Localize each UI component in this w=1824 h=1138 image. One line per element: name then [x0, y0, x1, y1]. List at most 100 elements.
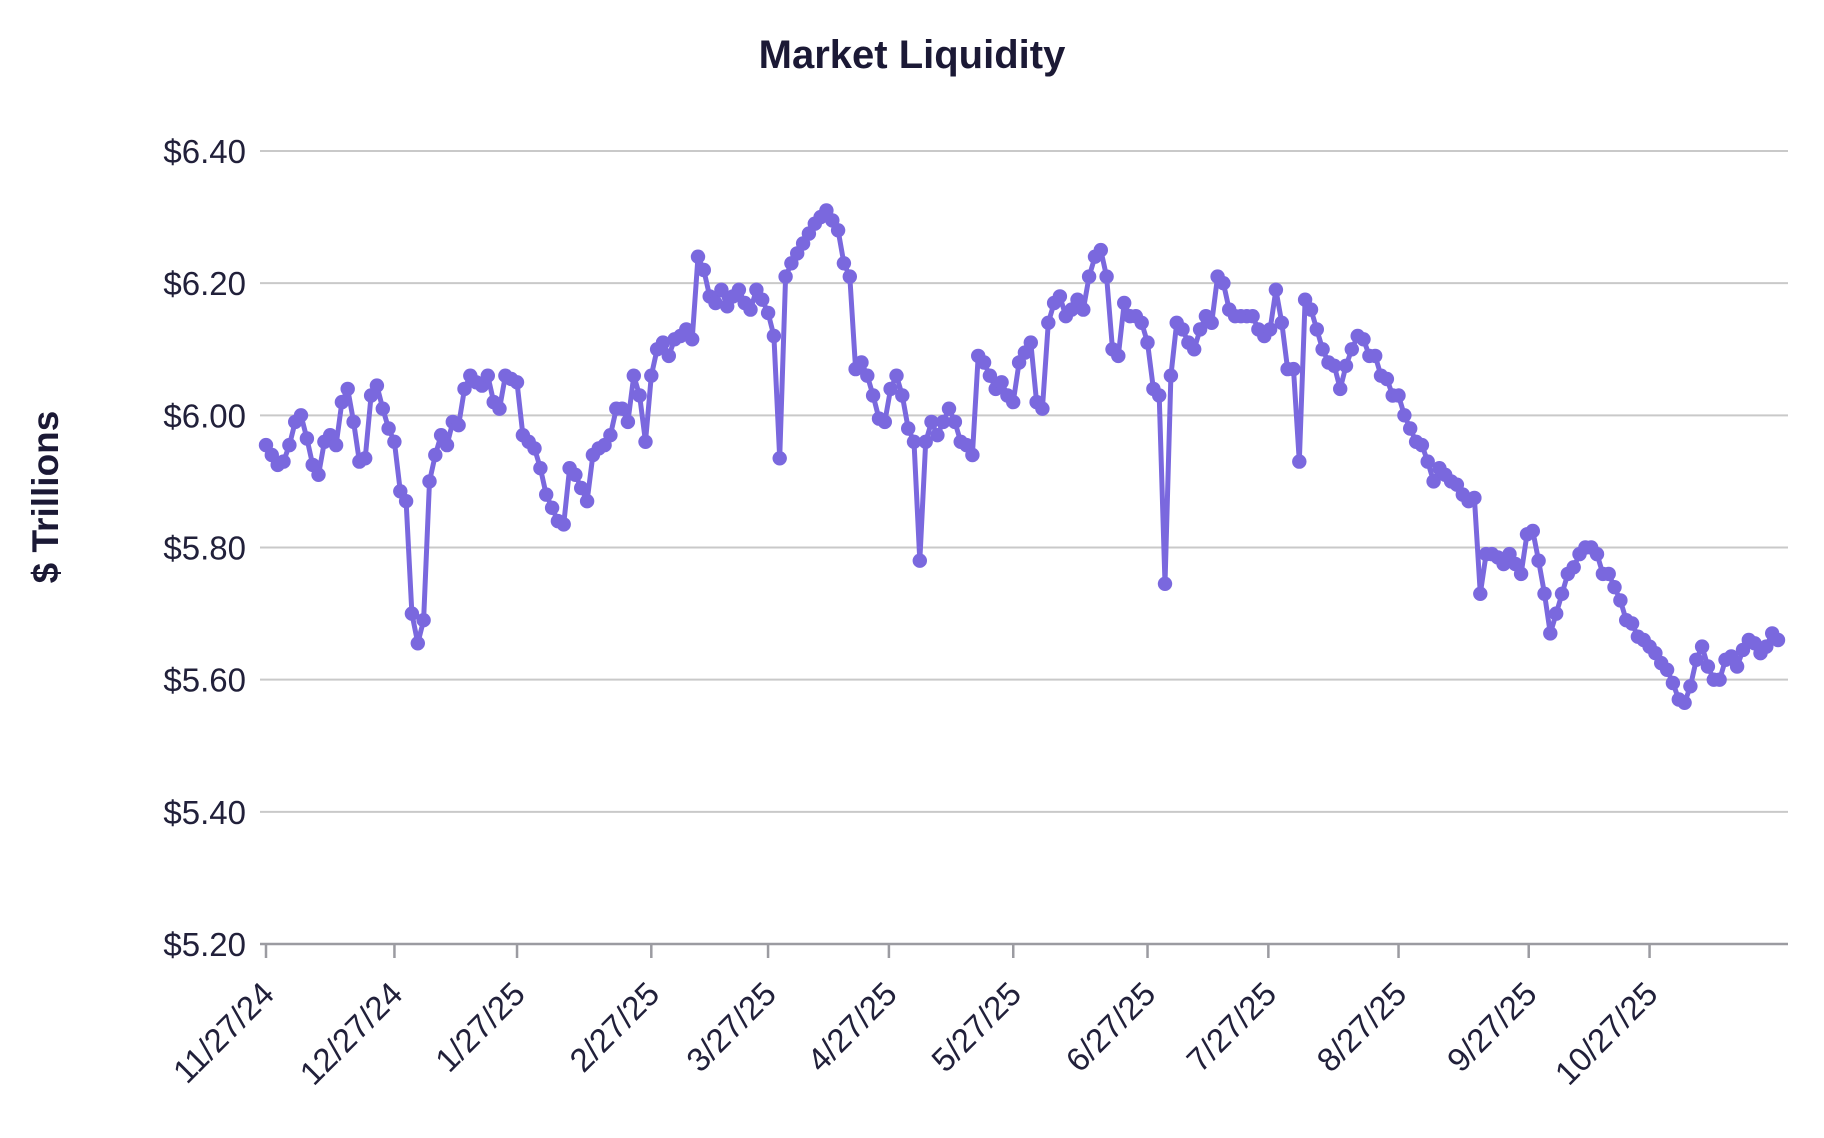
data-point [1525, 523, 1541, 539]
data-point [1403, 421, 1418, 436]
data-point [1315, 342, 1330, 357]
data-point [1770, 632, 1786, 648]
data-point [1356, 332, 1371, 347]
data-point [311, 467, 326, 482]
data-point [276, 454, 291, 469]
data-point [755, 292, 770, 307]
y-tick-label: $6.40 [163, 133, 246, 170]
data-point [387, 434, 402, 449]
data-point [836, 256, 852, 271]
data-point [854, 355, 869, 370]
data-point [1035, 401, 1050, 416]
data-point [860, 368, 875, 383]
data-point [1303, 302, 1319, 317]
y-tick-label: $5.60 [163, 662, 246, 699]
data-point [1473, 586, 1488, 601]
data-point [1111, 348, 1126, 364]
data-point [1344, 342, 1360, 357]
data-point [918, 434, 933, 449]
data-point [626, 368, 641, 383]
data-point [830, 223, 846, 238]
data-point [982, 368, 998, 383]
data-point [346, 414, 361, 430]
y-axis-title: $ Trillions [25, 411, 66, 584]
data-point [398, 494, 414, 509]
data-point [1689, 652, 1704, 667]
data-point [912, 553, 927, 568]
y-tick-label: $6.20 [163, 265, 246, 302]
data-point [1134, 315, 1149, 330]
data-point [708, 295, 723, 311]
data-point [1175, 322, 1190, 337]
data-point [655, 335, 671, 350]
x-tick-label: 1/27/25 [428, 975, 532, 1079]
gridlines [260, 150, 1788, 945]
chart-title: Market Liquidity [759, 33, 1066, 77]
data-point [299, 431, 315, 446]
data-point [772, 451, 787, 466]
data-point [369, 378, 385, 393]
data-point [1216, 276, 1231, 291]
data-point [760, 305, 776, 321]
data-point [1531, 553, 1546, 568]
data-point [1309, 322, 1325, 337]
x-tick-label: 11/27/24 [166, 975, 281, 1090]
data-point [778, 269, 793, 284]
data-point [1076, 302, 1091, 317]
data-point [1192, 322, 1208, 337]
data-point [358, 451, 373, 466]
data-point [743, 302, 758, 317]
data-point [1245, 309, 1260, 324]
data-point [1700, 659, 1716, 674]
data-point [1152, 388, 1167, 403]
data-point [457, 381, 472, 397]
data-point [1006, 394, 1021, 410]
data-point [574, 480, 589, 496]
data-point [410, 636, 425, 651]
data-point [1117, 295, 1132, 311]
data-point [994, 375, 1009, 390]
data-point [1414, 437, 1430, 453]
data-point [556, 517, 571, 532]
data-point [1274, 315, 1290, 330]
data-point [976, 355, 992, 370]
data-point [941, 401, 957, 416]
data-point [1379, 371, 1395, 387]
data-point [1712, 672, 1727, 687]
y-tick-label: $5.40 [163, 794, 246, 831]
data-point [1759, 639, 1774, 654]
data-point [865, 388, 881, 403]
data-point [480, 368, 495, 383]
data-point [1093, 242, 1109, 258]
data-point [1286, 361, 1301, 377]
data-point [685, 332, 700, 347]
data-point [1368, 348, 1383, 364]
x-tick-label: 6/27/25 [1058, 975, 1162, 1079]
data-point [1262, 322, 1278, 337]
x-tick-label: 12/27/24 [292, 975, 409, 1092]
data-point [492, 401, 507, 416]
data-point [1537, 586, 1552, 601]
data-point [1333, 381, 1348, 397]
data-point [614, 401, 630, 416]
data-point [1467, 490, 1482, 506]
data-point [947, 414, 963, 430]
data-point [1543, 626, 1558, 641]
data-point [1163, 368, 1179, 383]
data-point [533, 461, 548, 476]
data-point [527, 441, 542, 456]
data-point [422, 474, 437, 489]
data-point [451, 418, 466, 433]
data-point [375, 401, 390, 416]
data-point [1081, 269, 1097, 284]
data-point [544, 500, 560, 515]
data-series-line [258, 203, 1786, 710]
data-point [1694, 639, 1710, 654]
data-point [1683, 679, 1698, 694]
data-point [1589, 546, 1605, 562]
data-point [644, 368, 659, 383]
x-tick-label: 5/27/25 [924, 975, 1028, 1079]
data-point [1023, 335, 1038, 350]
data-point [1099, 269, 1114, 284]
